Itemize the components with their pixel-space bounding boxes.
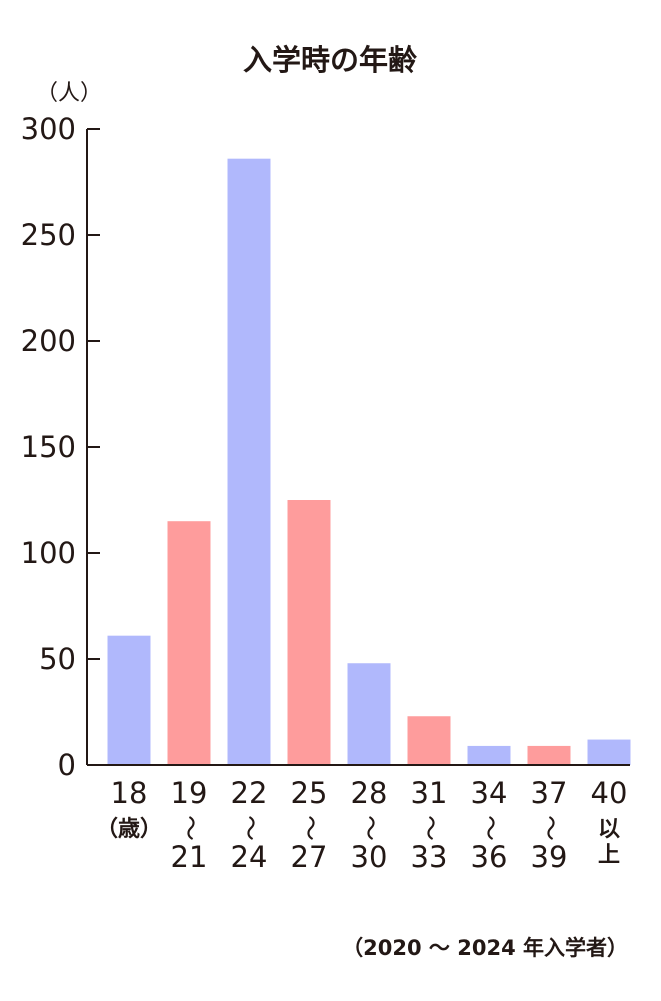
bar xyxy=(527,745,571,765)
x-tick-label: ～ xyxy=(174,815,204,841)
bars-group xyxy=(107,158,631,765)
footnote: （2020 ～ 2024 年入学者） xyxy=(342,936,628,960)
y-tick-label: 100 xyxy=(21,536,76,570)
x-tick-label: 31 xyxy=(411,776,448,810)
bar xyxy=(227,158,271,765)
x-tick-label: 22 xyxy=(231,776,268,810)
bar xyxy=(287,500,331,765)
x-tick-label: 36 xyxy=(471,840,508,874)
y-tick-label: 150 xyxy=(21,430,76,464)
y-axis: 0 50 100 150 200 250 300 xyxy=(21,112,100,782)
x-tick-label: 19 xyxy=(171,776,208,810)
x-tick-label: 25 xyxy=(291,776,328,810)
x-tick-label: 37 xyxy=(531,776,568,810)
bar xyxy=(407,716,451,765)
bar xyxy=(107,635,151,765)
y-tick-label: 50 xyxy=(39,642,76,676)
x-tick-label: 30 xyxy=(351,840,388,874)
y-unit-label: （人） xyxy=(36,81,102,106)
x-tick-label: 21 xyxy=(171,840,208,874)
x-tick-label: 34 xyxy=(471,776,508,810)
x-tick-label: ～ xyxy=(354,815,384,841)
x-tick-label: 28 xyxy=(351,776,388,810)
chart-title: 入学時の年齢 xyxy=(243,43,418,77)
x-tick-label: 24 xyxy=(231,840,268,874)
x-tick-label: 上 xyxy=(598,843,620,868)
x-tick-label: （歳） xyxy=(96,817,162,842)
x-tick-label: 40 xyxy=(591,776,628,810)
y-tick-label: 250 xyxy=(21,218,76,252)
x-tick-label: 39 xyxy=(531,840,568,874)
x-tick-label: 33 xyxy=(411,840,448,874)
y-tick-label: 300 xyxy=(21,112,76,146)
y-tick-label: 200 xyxy=(21,324,76,358)
x-tick-label: 以 xyxy=(598,817,620,842)
bar xyxy=(167,521,211,765)
x-tick-label: ～ xyxy=(474,815,504,841)
x-axis: 18（歳）19～2122～2425～2728～3031～3334～3637～39… xyxy=(87,764,630,874)
bar xyxy=(587,739,631,765)
x-tick-label: ～ xyxy=(234,815,264,841)
x-tick-label: 27 xyxy=(291,840,328,874)
y-tick-label: 0 xyxy=(58,748,76,782)
x-tick-label: 18 xyxy=(111,776,148,810)
x-tick-label: ～ xyxy=(414,815,444,841)
x-tick-label: ～ xyxy=(294,815,324,841)
x-tick-label: ～ xyxy=(534,815,564,841)
bar xyxy=(467,745,511,765)
bar xyxy=(347,663,391,765)
